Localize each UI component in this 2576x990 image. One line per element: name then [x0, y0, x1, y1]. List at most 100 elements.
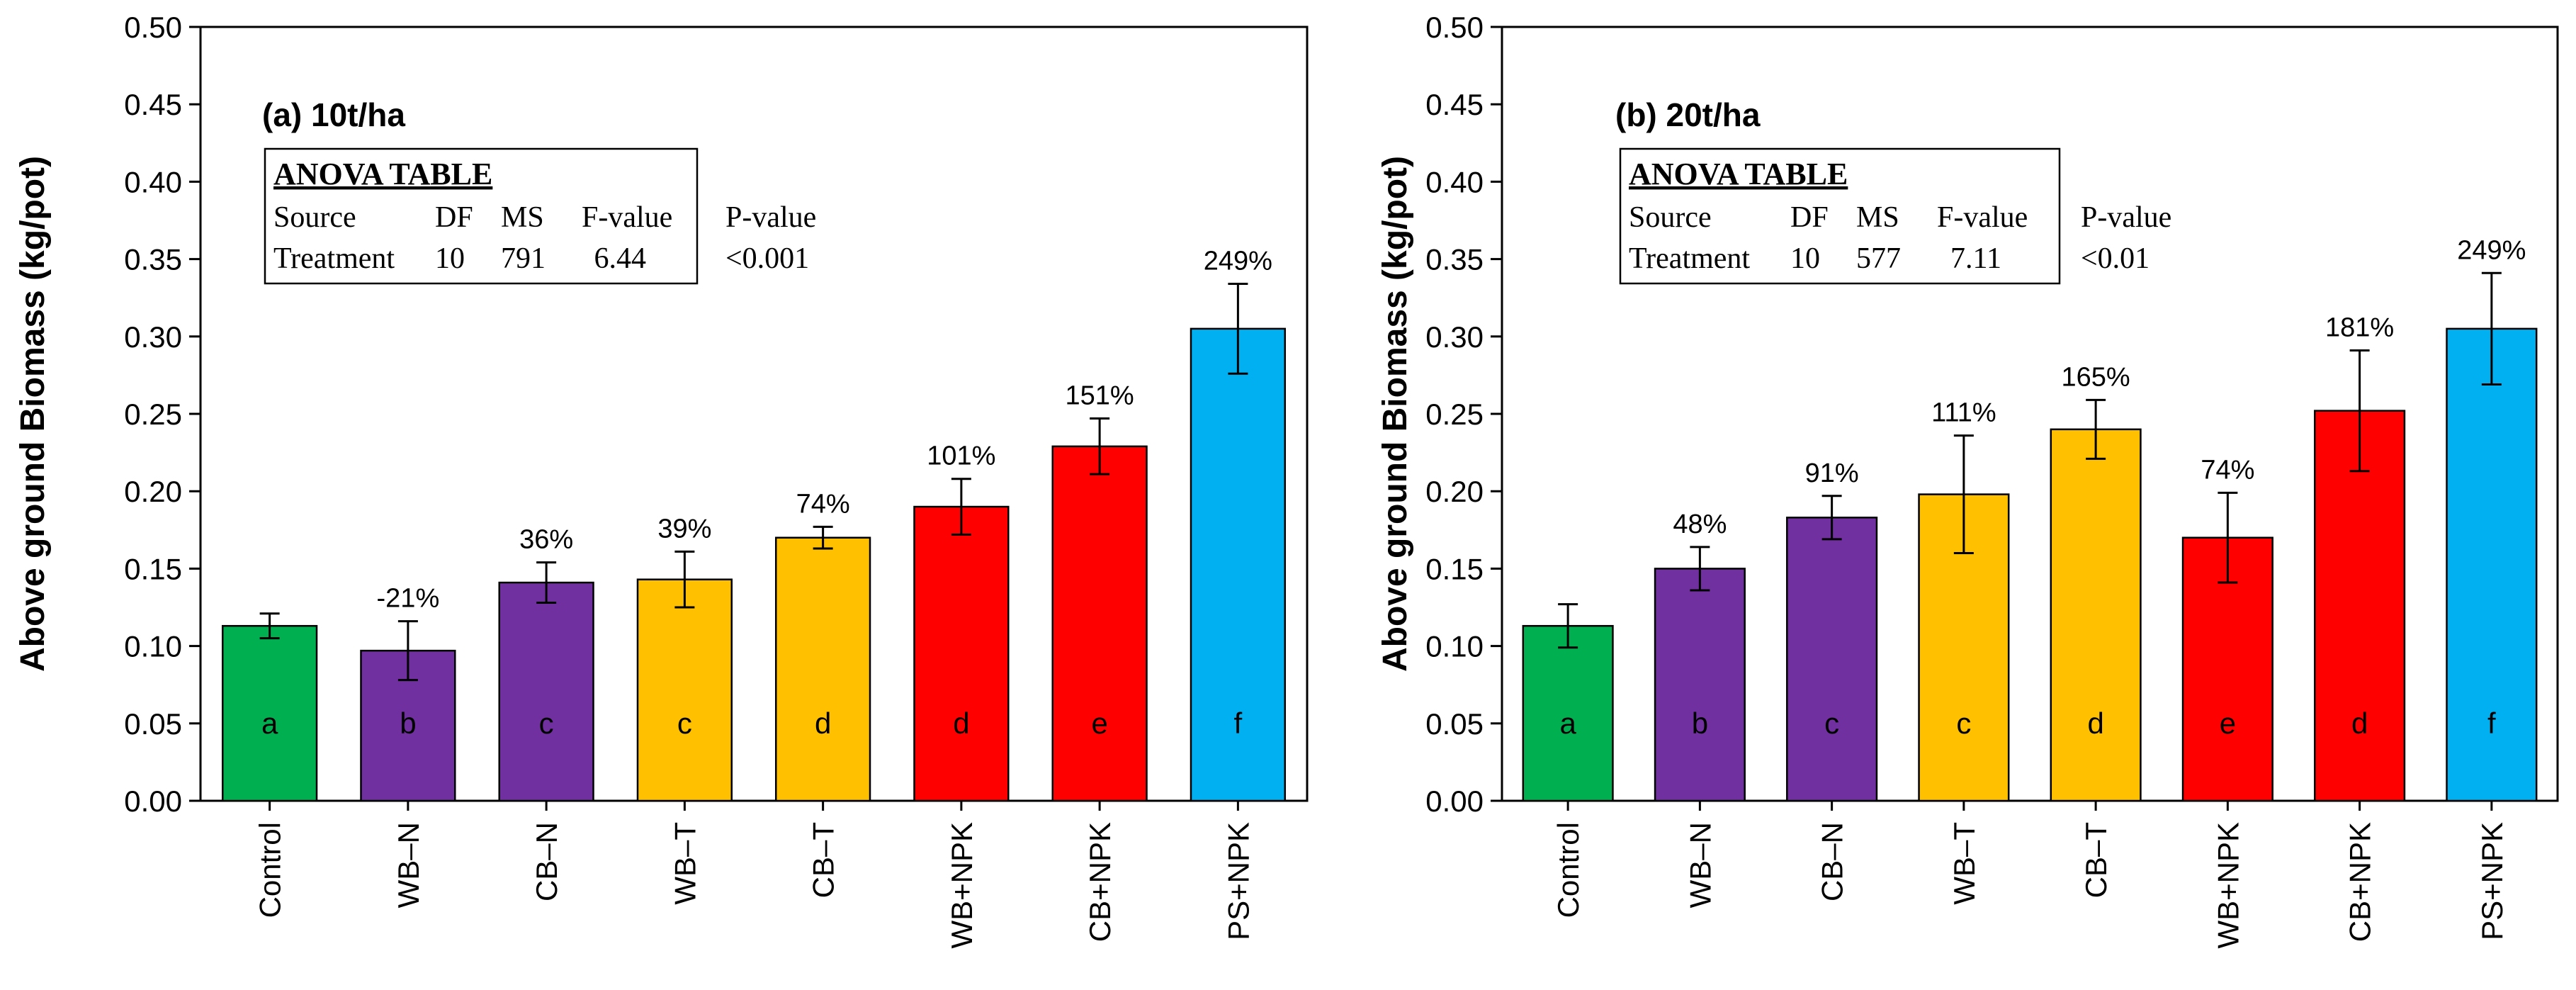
- y-tick-label: 0.00: [1425, 784, 1484, 818]
- category-label: PS+NPK: [1221, 822, 1255, 940]
- anova-header: DF: [435, 201, 473, 234]
- significance-letter: d: [953, 707, 969, 740]
- percent-label: 249%: [2457, 235, 2526, 265]
- chart-panel-b: 0.00 0.05 0.10 0.15 0.20 0.25 0.30 0.35 0.40 0.45…: [1377, 11, 2559, 949]
- bar: [2050, 428, 2142, 802]
- percent-label: 36%: [519, 525, 573, 555]
- anova-table: ANOVA TABLE Source DF MS F-value P-value Treat…: [264, 147, 816, 285]
- significance-letter: c: [1824, 707, 1839, 740]
- significance-letter: a: [261, 707, 278, 740]
- significance-letter: c: [1956, 707, 1971, 740]
- significance-letter: b: [400, 707, 416, 740]
- percent-label: 39%: [657, 514, 711, 544]
- significance-letter: f: [1234, 707, 1243, 740]
- percent-label: 111%: [1931, 398, 1996, 428]
- y-tick-label: 0.35: [1425, 243, 1484, 276]
- y-axis-title: Above ground Biomass (kg/pot): [14, 156, 52, 672]
- y-tick-label: 0.50: [124, 11, 182, 44]
- category-label: WB–N: [392, 822, 425, 908]
- percent-label: 48%: [1673, 510, 1727, 539]
- y-tick-label: 0.20: [1425, 475, 1484, 508]
- y-tick-label: 0.50: [1425, 11, 1484, 44]
- y-tick-label: 0.25: [1425, 398, 1484, 431]
- bar: [221, 624, 318, 802]
- y-tick-label: 0.05: [1425, 707, 1484, 741]
- anova-cell: 7.11: [1950, 242, 2001, 275]
- anova-cell: 10: [1790, 242, 1820, 275]
- percent-label: -21%: [377, 584, 440, 614]
- percent-label: 91%: [1805, 459, 1859, 488]
- category-label: WB–T: [1948, 822, 1981, 905]
- bar: [636, 578, 733, 802]
- bar: [1654, 568, 1746, 802]
- category-label: PS+NPK: [2475, 822, 2509, 940]
- bar: [1051, 445, 1148, 802]
- percent-label: 165%: [2062, 362, 2130, 392]
- bar: [498, 581, 594, 802]
- anova-cell: 791: [501, 242, 546, 275]
- anova-title: ANOVA TABLE: [273, 157, 492, 191]
- significance-letter: d: [2087, 707, 2103, 740]
- significance-letter: c: [539, 707, 554, 740]
- significance-letter: c: [677, 707, 692, 740]
- chart-panel-a: 0.00 0.05 0.10 0.15 0.20 0.25 0.30 0.35 0.40 0.45…: [14, 11, 1309, 949]
- significance-letter: e: [1091, 707, 1107, 740]
- anova-header: Source: [1629, 201, 1712, 234]
- anova-title: ANOVA TABLE: [1629, 157, 1848, 191]
- anova-table: ANOVA TABLE Source DF MS F-value P-value Treat…: [1619, 147, 2171, 285]
- category-label: CB–T: [2079, 822, 2113, 898]
- percent-label: 101%: [927, 441, 995, 471]
- y-tick-label: 0.20: [124, 475, 182, 508]
- category-label: CB+NPK: [1083, 822, 1117, 942]
- y-tick-label: 0.45: [1425, 88, 1484, 121]
- anova-header: Source: [273, 201, 356, 234]
- significance-letter: d: [2351, 707, 2368, 740]
- anova-cell: Treatment: [1629, 242, 1750, 275]
- anova-cell: 10: [435, 242, 465, 275]
- category-label: CB–N: [1816, 822, 1849, 901]
- panel-title: (a) 10t/ha: [262, 96, 405, 133]
- y-tick-label: 0.15: [1425, 552, 1484, 585]
- anova-header: P-value: [725, 201, 816, 234]
- bar: [913, 505, 1010, 802]
- significance-letter: b: [1692, 707, 1708, 740]
- percent-label: 249%: [1204, 247, 1272, 276]
- category-label: CB–T: [807, 822, 840, 898]
- anova-cell: <0.001: [725, 242, 809, 275]
- anova-cell: 6.44: [594, 242, 647, 275]
- bar: [774, 536, 871, 802]
- significance-letter: e: [2220, 707, 2236, 740]
- panel-title: (b) 20t/ha: [1615, 96, 1761, 133]
- anova-header: P-value: [2081, 201, 2171, 234]
- y-tick-label: 0.10: [124, 630, 182, 663]
- category-label: WB–N: [1683, 822, 1717, 908]
- bar: [1522, 624, 1614, 802]
- bar: [1786, 517, 1878, 802]
- significance-letter: f: [2487, 707, 2496, 740]
- category-label: CB+NPK: [2344, 822, 2377, 942]
- y-tick-label: 0.05: [124, 707, 182, 741]
- bar: [1190, 327, 1287, 802]
- y-tick-label: 0.25: [124, 398, 182, 431]
- category-label: WB+NPK: [945, 822, 978, 949]
- percent-label: 74%: [796, 489, 850, 519]
- anova-header: F-value: [1937, 201, 2028, 234]
- y-tick-label: 0.15: [124, 552, 182, 585]
- anova-box: [1619, 147, 2061, 285]
- y-tick-label: 0.30: [124, 320, 182, 354]
- anova-header: F-value: [582, 201, 672, 234]
- y-tick-label: 0.30: [1425, 320, 1484, 354]
- anova-header: MS: [501, 201, 544, 234]
- y-tick-label: 0.10: [1425, 630, 1484, 663]
- anova-header: MS: [1856, 201, 1899, 234]
- percent-label: 181%: [2325, 313, 2394, 342]
- significance-letter: a: [1559, 707, 1576, 740]
- anova-cell: 577: [1856, 242, 1901, 275]
- category-label: WB–T: [668, 822, 701, 905]
- anova-cell: Treatment: [273, 242, 395, 275]
- y-tick-label: 0.45: [124, 88, 182, 121]
- y-tick-label: 0.00: [124, 784, 182, 818]
- y-tick-label: 0.40: [1425, 165, 1484, 198]
- anova-cell: <0.01: [2081, 242, 2150, 275]
